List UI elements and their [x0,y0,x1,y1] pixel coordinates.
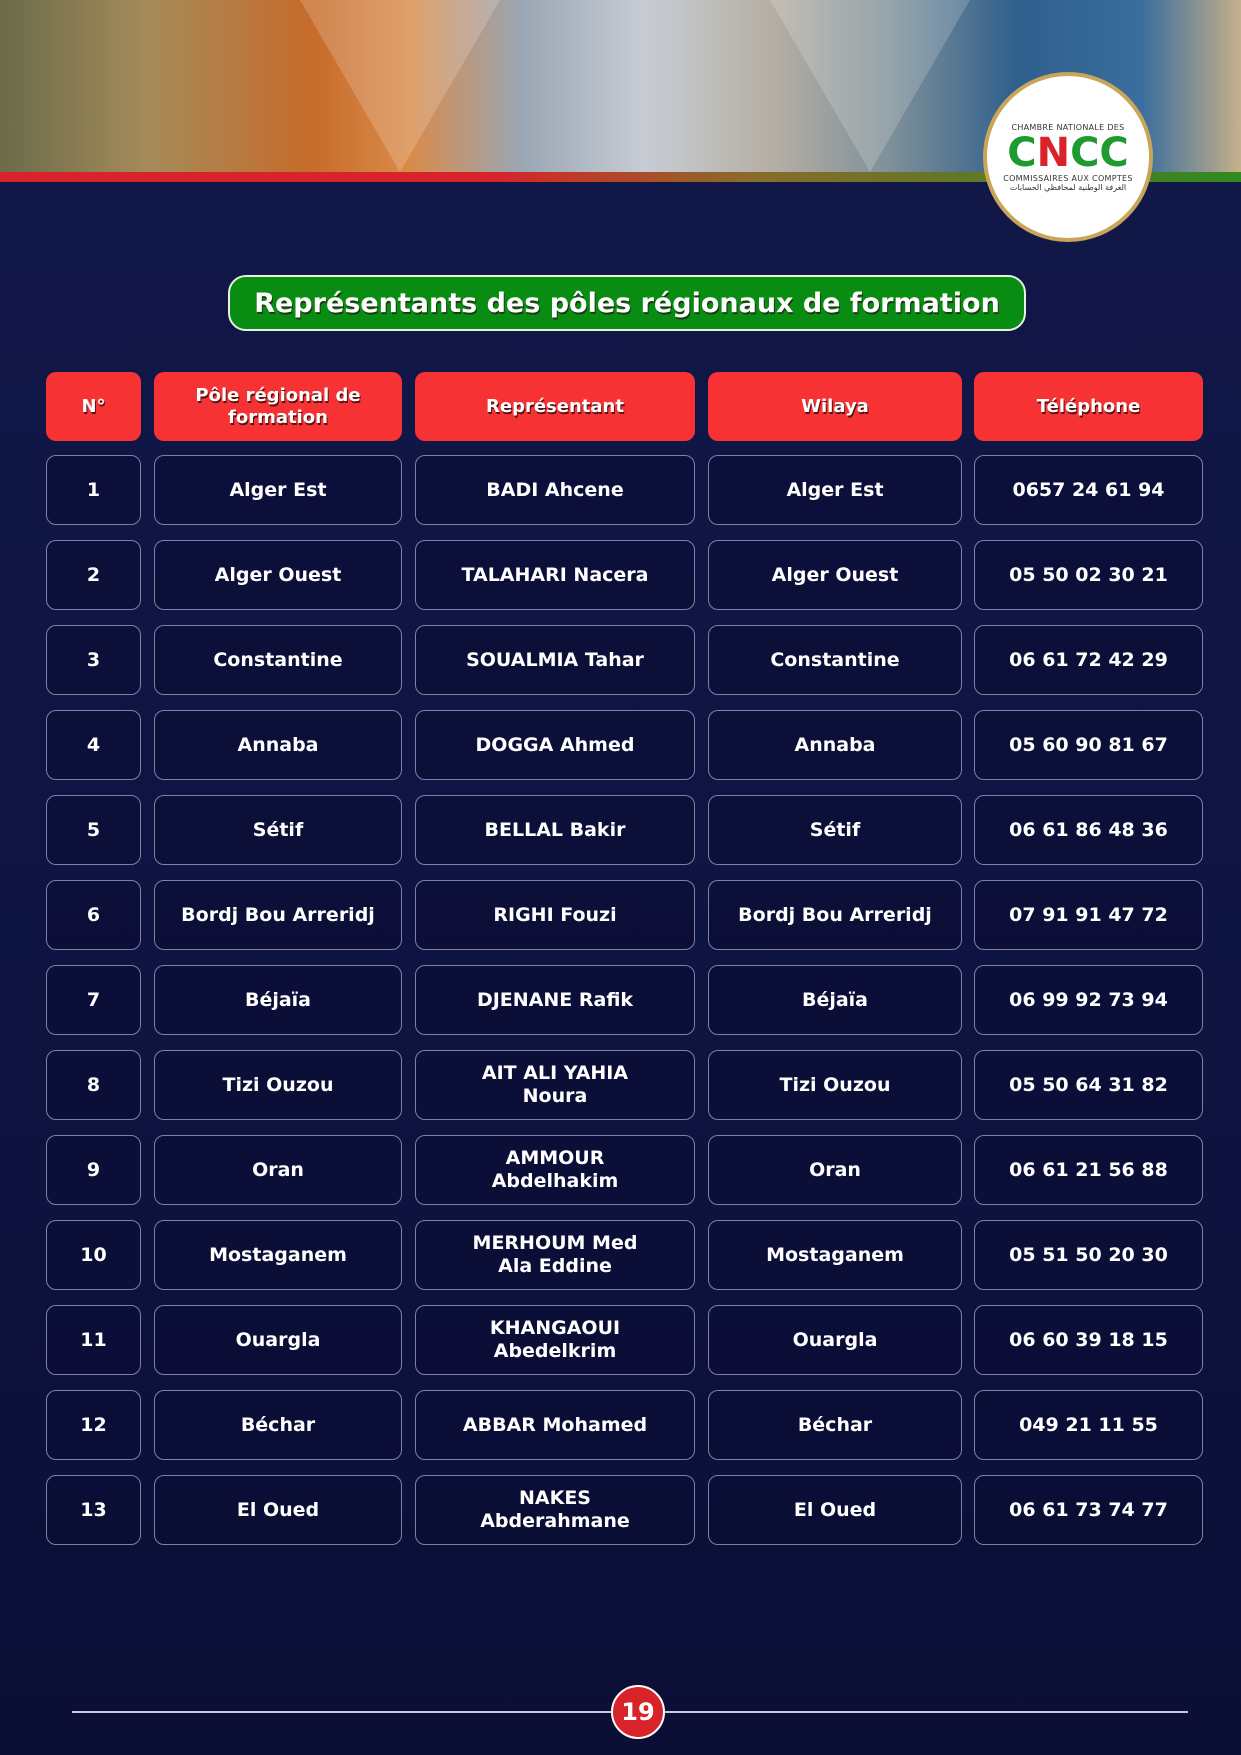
cell-number: 12 [46,1390,141,1460]
cell-number: 5 [46,795,141,865]
cell-phone: 06 61 72 42 29 [974,625,1203,695]
cell-pole: Constantine [154,625,402,695]
cell-phone: 05 50 64 31 82 [974,1050,1203,1120]
cell-phone: 05 51 50 20 30 [974,1220,1203,1290]
cell-representative: NAKES Abderahmane [415,1475,695,1545]
cell-phone: 06 61 21 56 88 [974,1135,1203,1205]
cell-wilaya: Ouargla [708,1305,962,1375]
cncc-logo: CHAMBRE NATIONALE DES CNCC COMMISSAIRES … [983,72,1153,242]
cell-phone: 06 60 39 18 15 [974,1305,1203,1375]
cell-pole: Béchar [154,1390,402,1460]
cell-phone: 049 21 11 55 [974,1390,1203,1460]
header-pole: Pôle régional de formation [154,372,402,441]
cell-pole: El Oued [154,1475,402,1545]
cell-phone: 06 61 86 48 36 [974,795,1203,865]
cell-number: 6 [46,880,141,950]
cell-number: 13 [46,1475,141,1545]
cell-number: 7 [46,965,141,1035]
cell-wilaya: Bordj Bou Arreridj [708,880,962,950]
cell-phone: 07 91 91 47 72 [974,880,1203,950]
cell-wilaya: Béchar [708,1390,962,1460]
cell-representative: RIGHI Fouzi [415,880,695,950]
footer-divider [72,1711,611,1713]
cell-wilaya: Constantine [708,625,962,695]
cell-wilaya: Béjaïa [708,965,962,1035]
cell-pole: Annaba [154,710,402,780]
cell-phone: 06 99 92 73 94 [974,965,1203,1035]
cell-number: 2 [46,540,141,610]
cell-phone: 06 61 73 74 77 [974,1475,1203,1545]
cell-phone: 05 50 02 30 21 [974,540,1203,610]
cell-number: 4 [46,710,141,780]
cell-wilaya: Oran [708,1135,962,1205]
page-title: Représentants des pôles régionaux de for… [228,275,1026,331]
cell-pole: Mostaganem [154,1220,402,1290]
cell-number: 9 [46,1135,141,1205]
cell-representative: ABBAR Mohamed [415,1390,695,1460]
footer-divider [665,1711,1188,1713]
cell-pole: Alger Est [154,455,402,525]
cell-wilaya: Mostaganem [708,1220,962,1290]
cell-pole: Ouargla [154,1305,402,1375]
cell-phone: 05 60 90 81 67 [974,710,1203,780]
cell-representative: SOUALMIA Tahar [415,625,695,695]
header-phone: Téléphone [974,372,1203,441]
cell-representative: MERHOUM Med Ala Eddine [415,1220,695,1290]
cell-number: 3 [46,625,141,695]
cell-representative: AIT ALI YAHIA Noura [415,1050,695,1120]
cell-number: 11 [46,1305,141,1375]
cell-representative: BELLAL Bakir [415,795,695,865]
cell-wilaya: Alger Est [708,455,962,525]
cell-pole: Sétif [154,795,402,865]
cell-wilaya: Tizi Ouzou [708,1050,962,1120]
color-stripe [0,172,1241,182]
page-number: 19 [611,1685,665,1739]
cell-pole: Oran [154,1135,402,1205]
cell-pole: Béjaïa [154,965,402,1035]
header-representative: Représentant [415,372,695,441]
cell-wilaya: Alger Ouest [708,540,962,610]
cell-pole: Tizi Ouzou [154,1050,402,1120]
cell-representative: KHANGAOUI Abedelkrim [415,1305,695,1375]
cell-wilaya: El Oued [708,1475,962,1545]
cell-wilaya: Sétif [708,795,962,865]
cell-pole: Alger Ouest [154,540,402,610]
cell-representative: AMMOUR Abdelhakim [415,1135,695,1205]
cell-wilaya: Annaba [708,710,962,780]
cell-representative: DJENANE Rafik [415,965,695,1035]
cell-phone: 0657 24 61 94 [974,455,1203,525]
header-number: N° [46,372,141,441]
header-wilaya: Wilaya [708,372,962,441]
cell-representative: DOGGA Ahmed [415,710,695,780]
cell-pole: Bordj Bou Arreridj [154,880,402,950]
cell-representative: TALAHARI Nacera [415,540,695,610]
cell-number: 10 [46,1220,141,1290]
cell-number: 1 [46,455,141,525]
cell-number: 8 [46,1050,141,1120]
cell-representative: BADI Ahcene [415,455,695,525]
